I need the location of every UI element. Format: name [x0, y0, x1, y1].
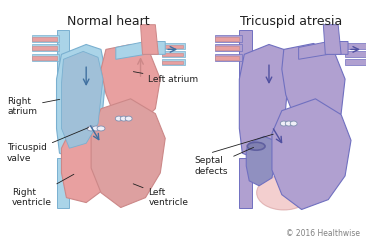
Text: Septal
defects: Septal defects: [195, 147, 254, 176]
Polygon shape: [282, 43, 345, 126]
Polygon shape: [32, 44, 60, 51]
Text: Normal heart: Normal heart: [67, 15, 149, 28]
Ellipse shape: [87, 126, 95, 131]
Text: Right
atrium: Right atrium: [7, 97, 60, 116]
Polygon shape: [345, 59, 368, 65]
Polygon shape: [239, 30, 252, 79]
Polygon shape: [32, 47, 57, 50]
Polygon shape: [323, 25, 341, 54]
Ellipse shape: [285, 121, 292, 126]
Polygon shape: [91, 99, 165, 208]
Ellipse shape: [125, 116, 132, 121]
Polygon shape: [239, 158, 252, 208]
Polygon shape: [61, 51, 103, 148]
Ellipse shape: [97, 126, 105, 131]
Polygon shape: [116, 42, 165, 59]
Polygon shape: [32, 36, 57, 41]
Text: Left
ventricle: Left ventricle: [133, 184, 188, 207]
Ellipse shape: [280, 121, 287, 126]
Ellipse shape: [290, 121, 297, 126]
Polygon shape: [272, 99, 351, 210]
Ellipse shape: [92, 126, 100, 131]
Polygon shape: [162, 53, 183, 56]
Ellipse shape: [256, 175, 311, 210]
Polygon shape: [162, 43, 185, 49]
Polygon shape: [162, 45, 183, 48]
Polygon shape: [141, 25, 158, 54]
Polygon shape: [239, 44, 289, 158]
Polygon shape: [162, 59, 185, 65]
Polygon shape: [61, 128, 111, 203]
Polygon shape: [32, 54, 60, 61]
Polygon shape: [32, 56, 57, 60]
Polygon shape: [162, 61, 183, 64]
Polygon shape: [246, 136, 276, 186]
Polygon shape: [57, 44, 106, 158]
Polygon shape: [101, 44, 160, 124]
Polygon shape: [215, 35, 242, 42]
Polygon shape: [215, 47, 239, 50]
Polygon shape: [57, 30, 70, 79]
Text: Right
ventricle: Right ventricle: [12, 174, 74, 207]
Polygon shape: [57, 158, 70, 208]
Polygon shape: [215, 44, 242, 51]
Text: Tricuspid atresia: Tricuspid atresia: [240, 15, 342, 28]
Ellipse shape: [115, 116, 122, 121]
Polygon shape: [32, 35, 60, 42]
Ellipse shape: [120, 116, 127, 121]
Ellipse shape: [247, 142, 265, 150]
Text: Left atrium: Left atrium: [133, 72, 199, 84]
Text: Tricuspid
valve: Tricuspid valve: [7, 127, 89, 163]
Text: © 2016 Healthwise: © 2016 Healthwise: [286, 229, 360, 238]
Polygon shape: [215, 54, 242, 61]
Polygon shape: [298, 42, 348, 59]
Polygon shape: [345, 51, 368, 57]
Polygon shape: [162, 51, 185, 57]
Polygon shape: [215, 56, 239, 60]
Polygon shape: [345, 43, 368, 49]
Polygon shape: [215, 36, 239, 41]
